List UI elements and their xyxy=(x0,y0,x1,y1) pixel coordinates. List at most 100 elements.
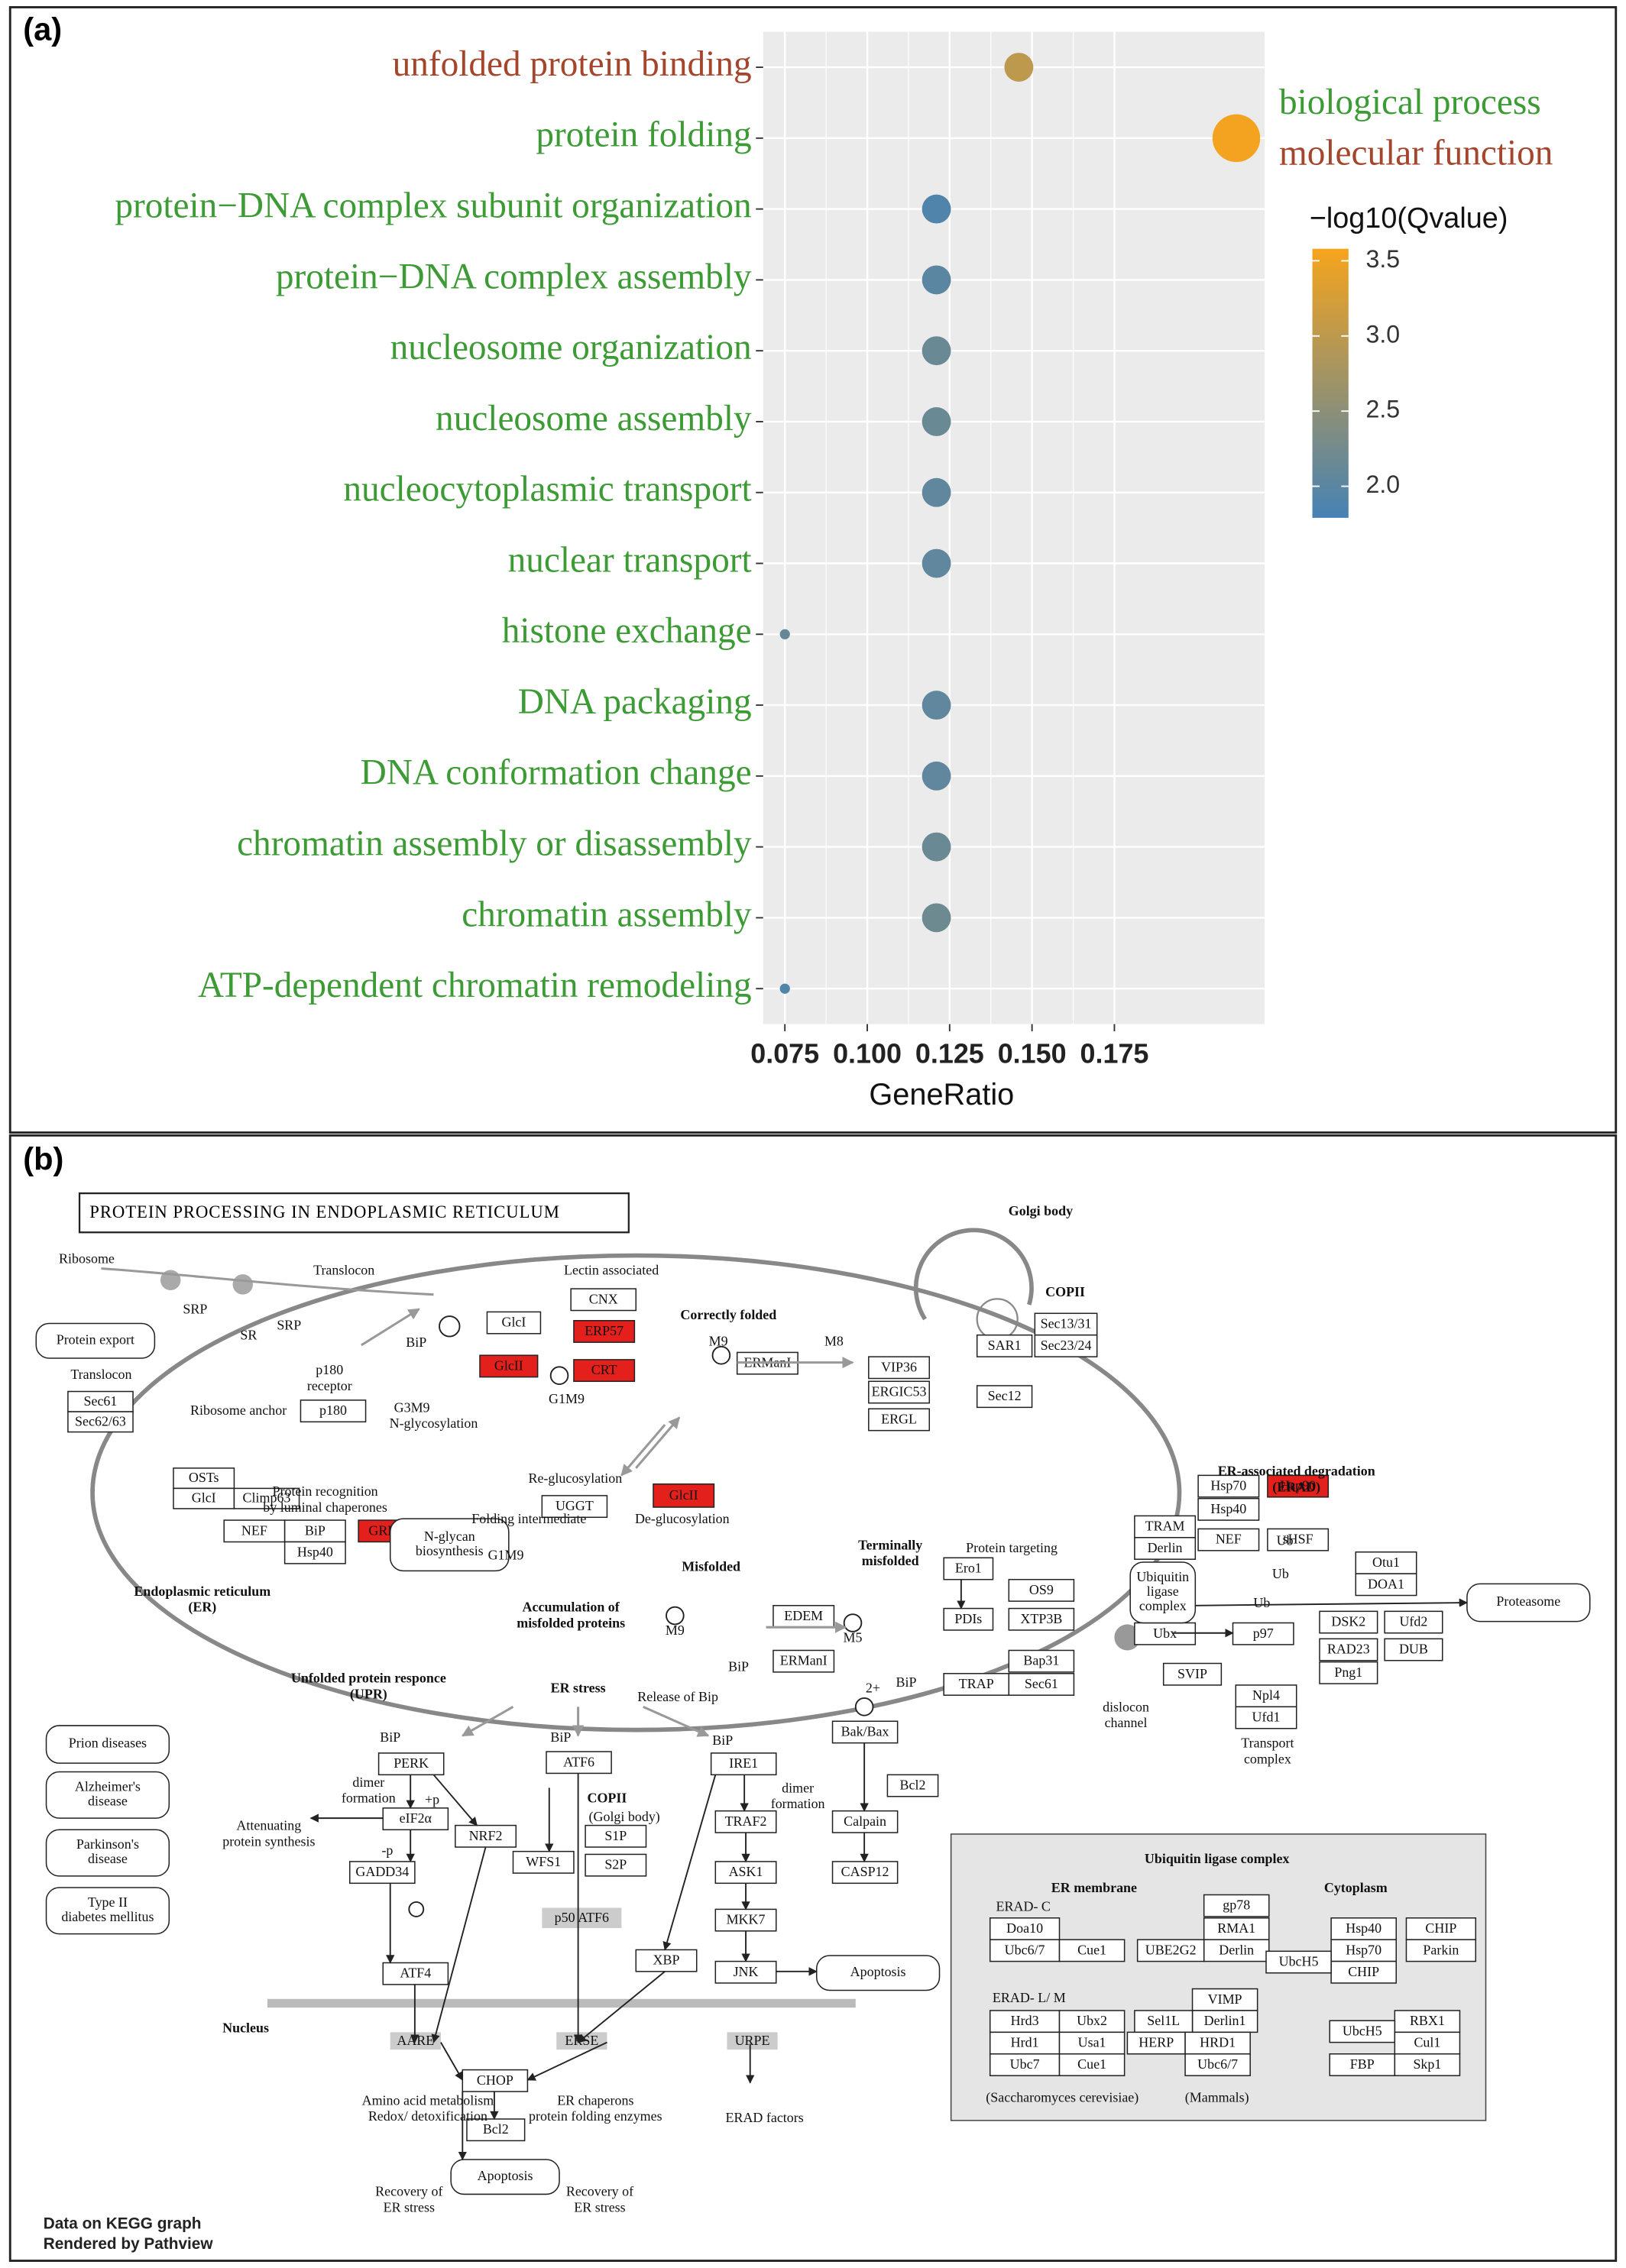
gene-label: Ubc6/7 xyxy=(1005,1942,1045,1957)
diagram-label: Accumulation of xyxy=(523,1600,620,1615)
footer: Data on KEGG graph xyxy=(44,2215,202,2233)
gene-box xyxy=(1008,1673,1075,1696)
diagram-label: SRP xyxy=(277,1317,301,1332)
diagram-label: Cytoplasm xyxy=(1324,1880,1388,1895)
diagram-label: receptor xyxy=(307,1378,352,1393)
diagram-label: Ribosome xyxy=(59,1250,115,1266)
gene-box xyxy=(989,2031,1061,2055)
gene-box xyxy=(1197,1497,1260,1521)
gene-label: Ubx xyxy=(1153,1626,1177,1641)
dot xyxy=(922,761,951,791)
gene-label: CNX xyxy=(589,1291,618,1306)
gene-box xyxy=(546,1751,612,1775)
gene-box xyxy=(868,1380,931,1404)
map-label: disease xyxy=(88,1793,128,1808)
gene-label: Derlin xyxy=(1148,1540,1183,1555)
gene-label: Sec12 xyxy=(988,1388,1022,1403)
glycan-node xyxy=(549,1366,569,1386)
gene-label: Ufd2 xyxy=(1399,1614,1427,1629)
gene-label: HERP xyxy=(1139,2035,1174,2050)
map-label: Alzheimer's xyxy=(75,1778,141,1794)
diagram-label: +p xyxy=(425,1792,439,1807)
gene-box xyxy=(1184,2053,1251,2076)
diagram-label: (Golgi body) xyxy=(589,1809,660,1825)
gene-label: Ubc7 xyxy=(1010,2056,1040,2072)
map-label: disease xyxy=(88,1851,128,1866)
gene-label: SAR1 xyxy=(988,1338,1022,1353)
compound-box xyxy=(727,2032,778,2050)
diagram-label: BiP xyxy=(406,1335,426,1350)
title-box xyxy=(78,1192,630,1234)
gene-label: Bcl2 xyxy=(900,1778,926,1793)
bip-node xyxy=(439,1315,461,1338)
dislocon xyxy=(1114,1624,1141,1651)
gene-label: CASP12 xyxy=(841,1864,889,1879)
highlighted-gene-box xyxy=(653,1483,715,1508)
diagram-label: dimer xyxy=(782,1780,814,1795)
gene-label: Ubc6/7 xyxy=(1197,2056,1238,2072)
gene-label: Bak/Bax xyxy=(841,1724,889,1739)
diagram-label: Ubiquitin ligase complex xyxy=(1145,1851,1290,1866)
arrow xyxy=(431,1846,487,2043)
gene-label: Derlin1 xyxy=(1204,2013,1246,2028)
map-label: Apoptosis xyxy=(478,2168,533,2183)
compound-box xyxy=(542,1907,622,1929)
dot xyxy=(922,691,951,720)
gene-label: Hsp40 xyxy=(1210,1501,1246,1516)
gene-box xyxy=(1058,2031,1126,2055)
gene-label: Hsp70 xyxy=(1346,1942,1381,1957)
gene-label: Cue1 xyxy=(1077,2056,1106,2072)
dot xyxy=(922,477,951,507)
arrow xyxy=(620,1424,666,1477)
map-label: biosynthesis xyxy=(416,1543,484,1558)
gene-box xyxy=(1394,2053,1461,2076)
gene-label: Ubx2 xyxy=(1077,2013,1107,2028)
diagram-label: ERAD- C xyxy=(996,1899,1051,1914)
gene-label: ATF6 xyxy=(563,1754,594,1769)
gene-box xyxy=(1058,2010,1126,2033)
gene-label: TRAP xyxy=(959,1676,994,1691)
gene-box xyxy=(1355,1573,1417,1597)
plot-background xyxy=(763,31,1265,1024)
gene-box xyxy=(585,1853,647,1877)
gene-box xyxy=(1058,2053,1126,2076)
mrna xyxy=(101,1267,434,1296)
gene-label: Otu1 xyxy=(1372,1555,1400,1570)
gene-label: Parkin xyxy=(1423,1942,1459,1957)
arrow xyxy=(361,1308,420,1347)
gene-label: Bap31 xyxy=(1023,1653,1059,1668)
x-tick-label: 0.075 xyxy=(750,1038,819,1069)
gene-label: Climp63 xyxy=(243,1490,291,1506)
gene-box xyxy=(868,1408,931,1432)
diagram-label: Folding intermediate xyxy=(471,1511,586,1526)
arrow xyxy=(577,1971,666,2043)
compound-label: AARE xyxy=(397,2033,434,2048)
dot xyxy=(922,407,951,436)
gene-box xyxy=(1384,1638,1443,1661)
gene-box xyxy=(1197,1528,1260,1551)
diagram-label: Lectin associated xyxy=(564,1263,659,1278)
diagram-label: SRP xyxy=(183,1302,207,1317)
map-label: Apoptosis xyxy=(850,1964,906,1979)
gene-box xyxy=(300,1399,367,1423)
gene-label: sHSF xyxy=(1283,1532,1313,1547)
gene-label: Cue1 xyxy=(1077,1942,1106,1957)
gene-label: ERGIC53 xyxy=(872,1384,927,1399)
gene-label: NEF xyxy=(241,1522,267,1538)
golgi xyxy=(913,1228,1034,1321)
gene-label: S2P xyxy=(604,1857,627,1872)
map-box xyxy=(45,1887,170,1935)
gene-box xyxy=(1034,1312,1098,1336)
gene-label: Doa10 xyxy=(1006,1920,1043,1936)
diagram-label: Terminally xyxy=(858,1537,922,1552)
gene-box xyxy=(570,1288,637,1312)
y-tick-label: nucleocytoplasmic transport xyxy=(343,470,751,510)
y-tick-label: chromatin assembly xyxy=(462,895,752,934)
gene-label: CHOP xyxy=(477,2072,513,2088)
y-tick-label: protein−DNA complex subunit organization xyxy=(115,186,751,225)
highlighted-gene-box xyxy=(573,1320,636,1343)
gene-label: ERGL xyxy=(881,1412,917,1427)
er-membrane xyxy=(90,1253,1182,1733)
